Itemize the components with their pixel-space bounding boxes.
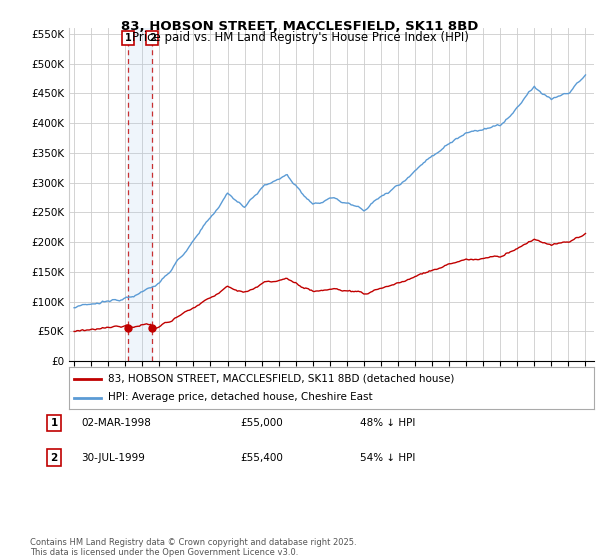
Text: 83, HOBSON STREET, MACCLESFIELD, SK11 8BD (detached house): 83, HOBSON STREET, MACCLESFIELD, SK11 8B… bbox=[109, 374, 455, 384]
Text: 2: 2 bbox=[149, 33, 155, 43]
Text: 30-JUL-1999: 30-JUL-1999 bbox=[81, 452, 145, 463]
Text: 1: 1 bbox=[50, 418, 58, 428]
Text: Price paid vs. HM Land Registry's House Price Index (HPI): Price paid vs. HM Land Registry's House … bbox=[131, 31, 469, 44]
Text: £55,400: £55,400 bbox=[240, 452, 283, 463]
Text: 02-MAR-1998: 02-MAR-1998 bbox=[81, 418, 151, 428]
Text: 2: 2 bbox=[50, 452, 58, 463]
Text: £55,000: £55,000 bbox=[240, 418, 283, 428]
Text: 83, HOBSON STREET, MACCLESFIELD, SK11 8BD: 83, HOBSON STREET, MACCLESFIELD, SK11 8B… bbox=[121, 20, 479, 32]
Text: 1: 1 bbox=[125, 33, 131, 43]
Text: HPI: Average price, detached house, Cheshire East: HPI: Average price, detached house, Ches… bbox=[109, 393, 373, 403]
Bar bbox=[128, 28, 152, 361]
Text: 54% ↓ HPI: 54% ↓ HPI bbox=[360, 452, 415, 463]
Text: Contains HM Land Registry data © Crown copyright and database right 2025.
This d: Contains HM Land Registry data © Crown c… bbox=[30, 538, 356, 557]
Text: 48% ↓ HPI: 48% ↓ HPI bbox=[360, 418, 415, 428]
